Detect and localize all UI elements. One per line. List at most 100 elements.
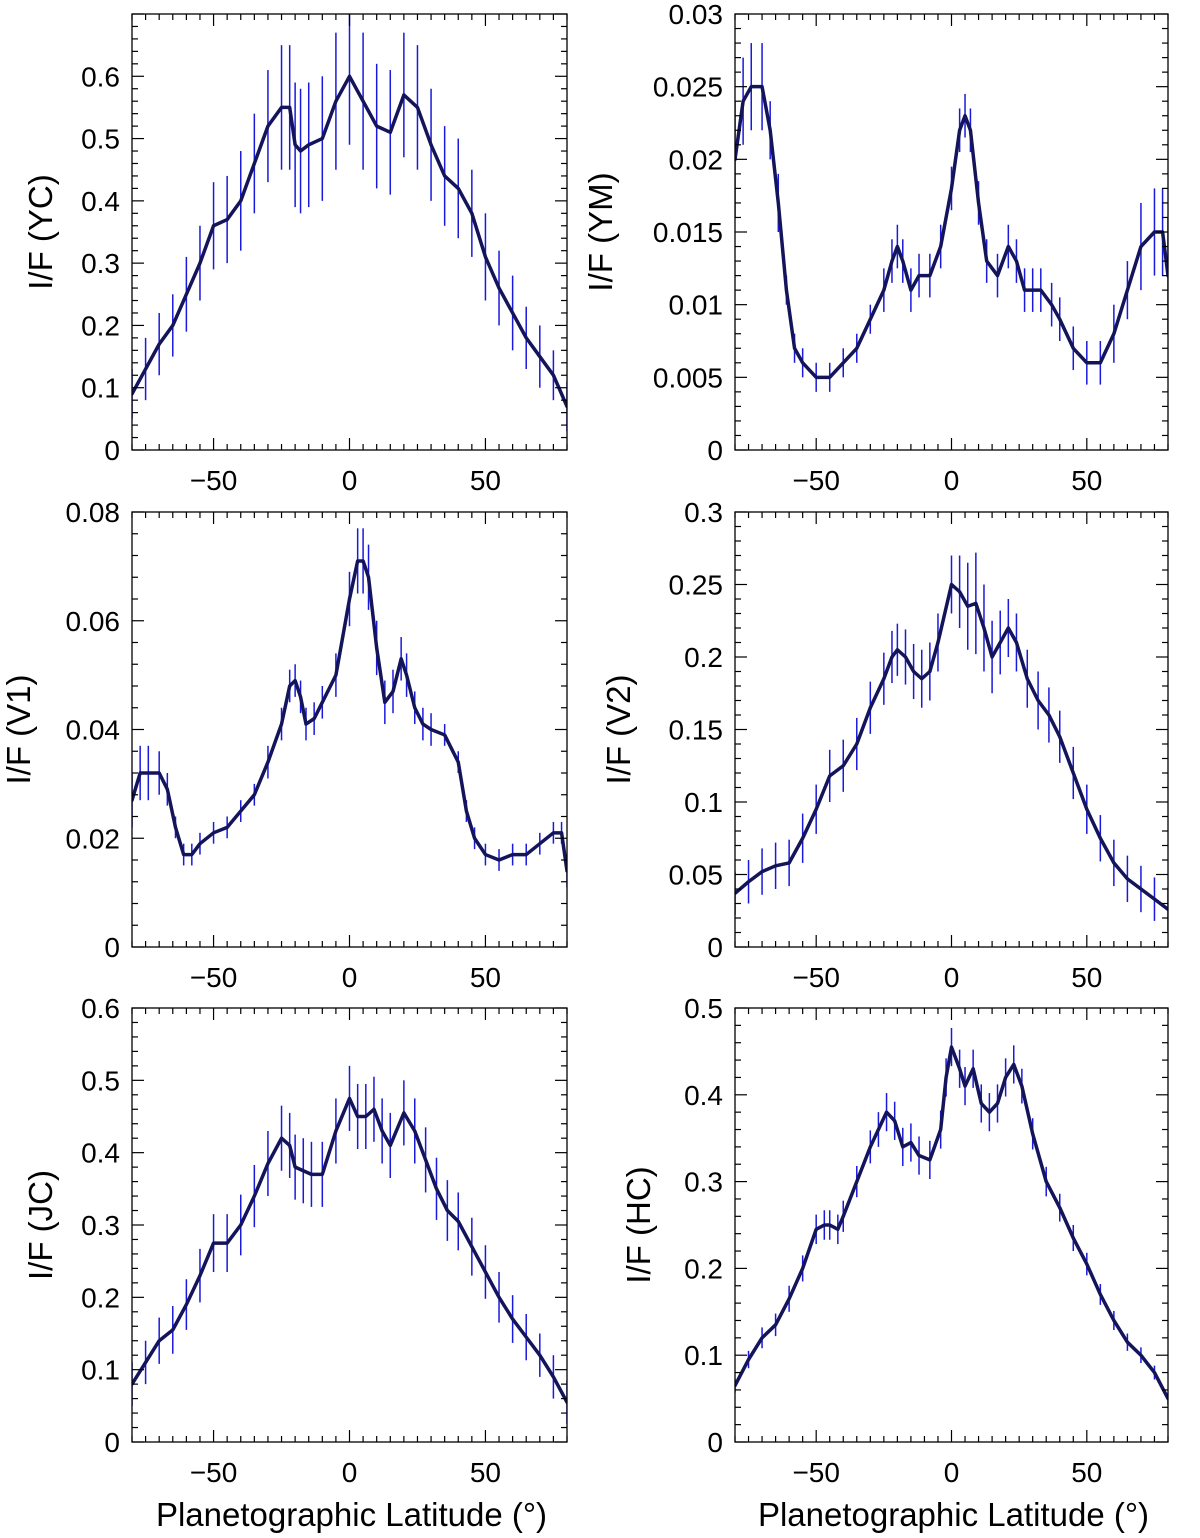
tick-marks [131,1007,568,1443]
data-point [280,722,283,726]
plot-area [132,14,567,432]
data-point [361,559,365,563]
data-point [869,318,872,321]
data-point [1039,288,1043,292]
data-point [787,861,791,865]
x-tick-label: 50 [470,1457,501,1488]
data-point [901,259,904,263]
data-point [413,1129,416,1133]
y-tick-label: 0.2 [684,642,723,673]
data-point [288,1144,291,1147]
data-point [760,1336,764,1340]
x-axis-label: Planetographic Latitude (°) [758,1496,1149,1533]
plot-area [735,1027,1168,1405]
data-point [909,1141,913,1144]
data-point [225,826,229,829]
y-tick-label: 0.5 [81,124,120,155]
x-tick-label: −50 [792,465,840,496]
data-point [560,831,563,835]
data-point [389,131,392,134]
plot-frame [734,13,1169,451]
data-point [896,245,899,248]
data-point [801,1267,804,1270]
y-tick-label: 0.3 [684,497,723,528]
data-point [747,1358,750,1361]
data-point [484,1270,487,1274]
tick-marks [734,1007,1169,1443]
panel-4: −50 0 50 0 0.05 0.1 0.15 0.2 0.25 0.3 I/F (V2) [600,497,1169,993]
data-point [484,853,487,856]
tick-marks [131,13,568,451]
x-tick-label: −50 [190,962,238,993]
data-point [774,864,777,867]
data-point [171,1328,174,1332]
data-point [977,201,980,205]
data-point [157,1339,161,1342]
data-point [917,274,921,277]
data-point [457,187,460,190]
data-point [293,143,297,146]
data-point [1085,808,1089,811]
data-point [138,771,142,775]
data-point [225,1241,229,1245]
data-point [239,199,242,203]
data-point [985,259,988,263]
data-point [1099,837,1102,840]
data-point [293,1165,297,1169]
data-point [1050,303,1053,306]
plot-frame [734,1007,1169,1443]
data-point [185,293,188,296]
y-tick-label: 0 [104,435,120,466]
data-point [166,788,169,791]
data-point [882,677,886,680]
x-tick-label: −50 [190,1457,238,1488]
y-tick-label: 0.1 [81,373,120,404]
data-point [814,808,818,811]
data-point [928,1158,932,1162]
data-point [375,124,378,128]
data-point [882,288,886,292]
data-point [147,771,150,775]
data-point [457,760,460,764]
data-point [321,1173,324,1176]
panel-3: −50 0 50 0 0.02 0.04 0.06 0.08 I/F (V1) [0,497,568,993]
data-point [304,722,308,726]
data-point [1023,288,1026,292]
y-tick-label: 0.5 [81,1065,120,1096]
data-line [735,582,1168,912]
data-point [321,137,324,140]
data-point [198,1274,202,1277]
data-point [760,85,764,88]
data-point [909,288,913,292]
data-point [787,1297,791,1300]
data-point [1112,332,1116,335]
data-point [511,853,514,856]
data-point [1153,230,1156,234]
data-point [842,1215,845,1218]
data-point [198,261,202,265]
data-point [920,677,923,680]
data-point [364,1115,368,1118]
x-tick-label: 0 [944,962,960,993]
data-point [958,1067,961,1070]
data-point [253,162,256,165]
data-line [735,1045,1168,1401]
data-point [424,1158,427,1162]
data-point [855,1180,858,1183]
data-line [132,1096,567,1404]
data-point [1099,1293,1102,1296]
data-point [429,143,433,146]
data-point [896,648,899,651]
y-tick-label: 0 [707,1427,723,1458]
data-point [1126,1340,1129,1344]
data-point [890,655,894,659]
y-tick-label: 0.04 [66,715,121,746]
data-point [356,1115,359,1118]
data-point [266,760,270,764]
y-tick-label: 0 [104,932,120,963]
data-point [190,853,194,856]
y-tick-label: 0.03 [669,0,724,30]
data-point [1153,1371,1156,1374]
data-point [1139,887,1143,891]
data-point [1031,288,1034,292]
